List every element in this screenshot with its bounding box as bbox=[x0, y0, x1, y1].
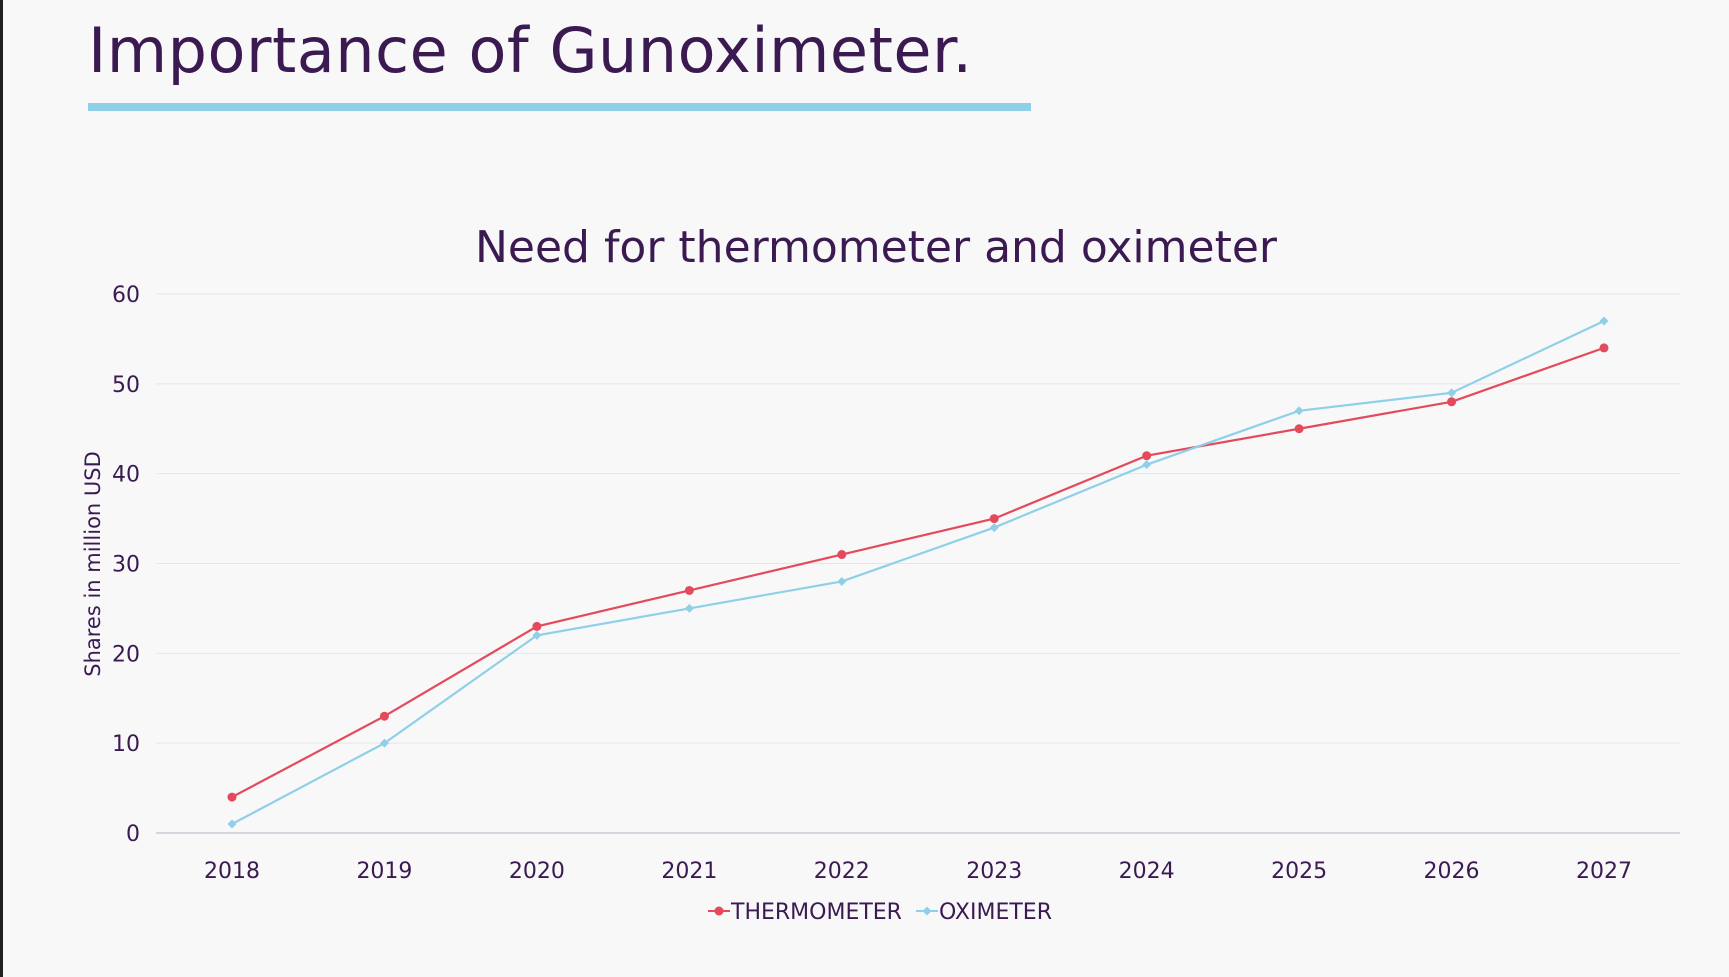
data-point-thermometer bbox=[1142, 451, 1152, 461]
title-underline bbox=[88, 103, 1031, 111]
legend-marker-thermometer bbox=[714, 906, 724, 916]
data-point-oximeter bbox=[1142, 460, 1152, 470]
legend-label-thermometer: THERMOMETER bbox=[730, 900, 902, 925]
x-tick-label: 2026 bbox=[1424, 859, 1480, 884]
y-tick-label: 40 bbox=[112, 463, 140, 488]
data-point-oximeter bbox=[684, 603, 694, 613]
data-point-oximeter bbox=[1599, 316, 1609, 326]
x-tick-label: 2019 bbox=[356, 859, 412, 884]
data-point-oximeter bbox=[379, 738, 389, 748]
legend-label-oximeter: OXIMETER bbox=[939, 900, 1052, 925]
data-point-oximeter bbox=[227, 819, 237, 829]
data-point-thermometer bbox=[379, 711, 389, 721]
y-axis-label: Shares in million USD bbox=[81, 451, 105, 677]
x-tick-label: 2021 bbox=[661, 859, 717, 884]
y-tick-label: 20 bbox=[112, 642, 140, 667]
x-tick-label: 2023 bbox=[966, 859, 1022, 884]
y-axis-ticks: 0 10 20 30 40 50 60 bbox=[112, 283, 140, 847]
left-edge-border bbox=[0, 0, 3, 977]
data-point-oximeter bbox=[1294, 406, 1304, 416]
y-tick-label: 50 bbox=[112, 373, 140, 398]
data-point-thermometer bbox=[1447, 397, 1457, 407]
legend: THERMOMETER OXIMETER bbox=[708, 900, 1052, 925]
x-tick-label: 2020 bbox=[509, 859, 565, 884]
x-tick-label: 2027 bbox=[1576, 859, 1632, 884]
y-tick-label: 30 bbox=[112, 553, 140, 578]
y-tick-label: 10 bbox=[112, 732, 140, 757]
x-axis-ticks: 2018 2019 2020 2021 2022 2023 2024 2025 2026 2027 bbox=[204, 859, 1632, 884]
series-line-thermometer bbox=[231, 346, 1605, 799]
legend-marker-oximeter bbox=[922, 906, 932, 916]
data-point-thermometer bbox=[837, 550, 847, 560]
data-point-oximeter bbox=[532, 630, 542, 640]
data-point-thermometer bbox=[532, 621, 542, 631]
chart-title: Need for thermometer and oximeter bbox=[475, 222, 1278, 273]
data-point-oximeter bbox=[989, 523, 999, 533]
data-point-thermometer bbox=[1294, 424, 1304, 434]
gridlines bbox=[156, 293, 1680, 834]
data-point-thermometer bbox=[227, 792, 237, 802]
data-point-thermometer bbox=[1599, 343, 1609, 353]
series-line-oximeter bbox=[231, 319, 1605, 825]
data-point-thermometer bbox=[989, 514, 999, 524]
data-point-oximeter bbox=[1447, 388, 1457, 398]
x-tick-label: 2024 bbox=[1119, 859, 1175, 884]
x-tick-label: 2025 bbox=[1271, 859, 1327, 884]
series-lines bbox=[227, 316, 1609, 829]
data-point-thermometer bbox=[684, 585, 694, 595]
y-tick-label: 60 bbox=[112, 283, 140, 308]
y-tick-label: 0 bbox=[126, 822, 140, 847]
x-tick-label: 2018 bbox=[204, 859, 260, 884]
data-point-oximeter bbox=[837, 576, 847, 586]
x-tick-label: 2022 bbox=[814, 859, 870, 884]
page-title: Importance of Gunoximeter. bbox=[88, 14, 973, 87]
